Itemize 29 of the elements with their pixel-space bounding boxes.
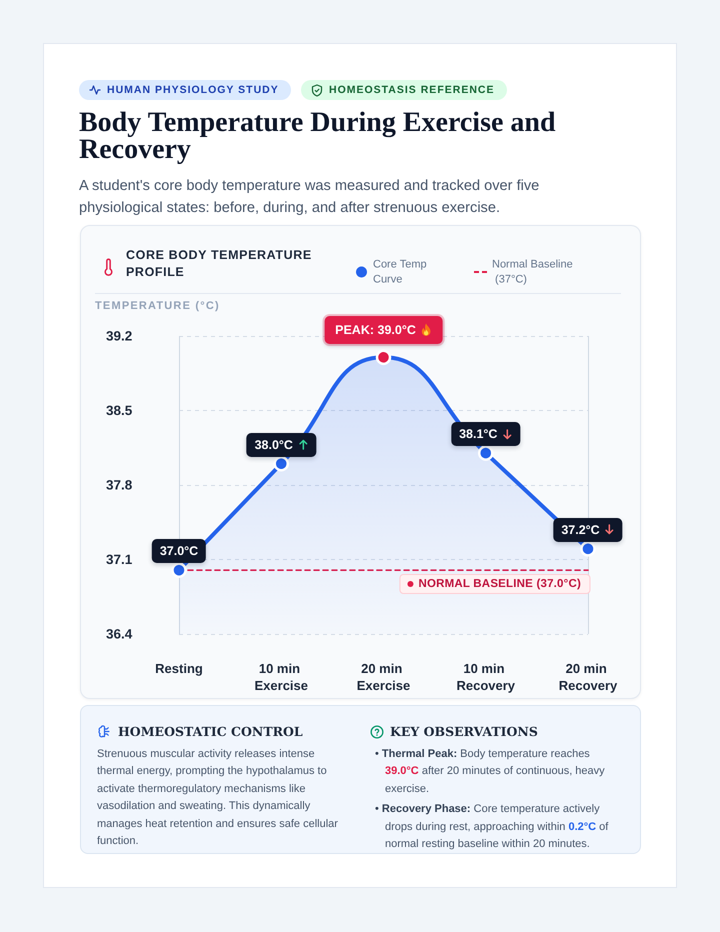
y-tick-label: 37.1 [106,552,133,567]
text: KEY OBSERVATIONS [390,724,538,739]
data-label: 37.0°C [160,544,198,558]
text: HOMEOSTASIS REFERENCE [329,84,494,96]
legend-label: Core Temp Curve [373,258,430,286]
data-label: PEAK: 39.0°C [335,323,416,338]
data-label: 38.0°C [254,438,293,452]
x-tick-label: 10 min Exercise [254,661,308,693]
y-tick-label: 36.4 [106,626,133,642]
text: CORE BODY TEMPERATURE PROFILE [126,247,313,281]
annotation: NORMAL BASELINE (37.0°C) [418,578,581,590]
y-tick-label: 38.5 [106,403,133,418]
y-axis-title: TEMPERATURE (°C) [95,300,220,312]
legend-label: Normal Baseline (37°C) [492,258,573,286]
chart-title: Body Temperature During Exercise and Recovery [79,107,557,165]
y-tick-label: 39.2 [106,328,132,344]
data-label: 38.1°C [459,427,498,442]
x-tick-label: 10 min Recovery [456,661,516,693]
text: HUMAN PHYSIOLOGY STUDY [107,84,279,96]
text: • Thermal Peak: Body temperature reaches 39.0°C after 20 minutes of continuous, heavy exercise. [375,748,605,795]
x-tick-label: Resting [155,661,203,676]
text: HOMEOSTATIC CONTROL [118,724,303,739]
text: Strenuous muscular activity releases intense thermal energy, prompting the hypothalamus to activate thermoregulatory mechanisms like vasodilation and sweating. This dynamically manages heat retention and ensures safe cellular function. [97,747,339,850]
x-tick-label: 20 min Recovery [558,661,618,693]
y-tick-label: 37.8 [106,478,133,492]
chart-subtitle: A student's core body temperature was measured and tracked over five physiological states: before, during, and after strenuous exercise. [79,177,540,218]
x-tick-label: 20 min Exercise [356,661,410,693]
text: • Recovery Phase: Core temperature actively drops during rest, approaching within 0.2°C of normal resting baseline within 20 minutes. [375,803,608,850]
data-label: 37.2°C [561,522,600,537]
